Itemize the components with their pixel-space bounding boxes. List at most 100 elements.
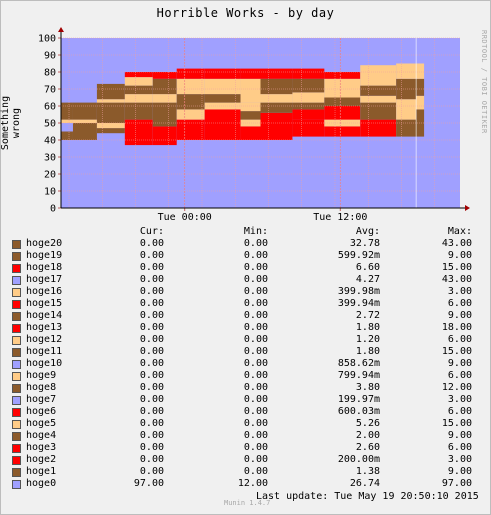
legend-series-name: hoge3 (26, 442, 57, 453)
header-cur: Cur: (139, 226, 164, 237)
legend-max-value: 97.00 (441, 478, 472, 489)
y-tick-label: 100 (38, 34, 56, 45)
legend-series-name: hoge12 (26, 334, 63, 345)
legend-row: hoge15 0.00 0.00 399.94m 6.00 (0, 298, 491, 310)
area-segment (416, 109, 425, 137)
area-segment (204, 102, 241, 110)
legend-swatch (12, 432, 21, 441)
legend-max-value: 6.00 (447, 334, 472, 345)
legend-series-name: hoge14 (26, 310, 63, 321)
area-segment (176, 109, 205, 120)
legend-avg-value: 5.26 (355, 418, 380, 429)
legend-max-value: 3.00 (447, 394, 472, 405)
legend-series-name: hoge19 (26, 250, 63, 261)
legend-max-value: 9.00 (447, 310, 472, 321)
legend-max-value: 12.00 (441, 382, 472, 393)
legend-series-name: hoge2 (26, 454, 57, 465)
area-segment (324, 78, 361, 98)
legend-min-value: 0.00 (243, 370, 268, 381)
area-segment (96, 99, 125, 103)
area-segment (176, 94, 205, 110)
legend-cur-value: 0.00 (139, 334, 164, 345)
x-axis-arrow (465, 205, 470, 211)
legend-avg-value: 200.00m (337, 454, 380, 465)
area-segment (176, 119, 205, 140)
legend-swatch (12, 480, 21, 489)
legend-series-name: hoge1 (26, 466, 57, 477)
area-segment (292, 68, 325, 72)
legend-row: hoge2 0.00 0.00 200.00m 3.00 (0, 454, 491, 466)
legend-min-value: 0.00 (243, 394, 268, 405)
legend-avg-value: 4.27 (355, 274, 380, 285)
legend-avg-value: 799.94m (337, 370, 380, 381)
area-segment (152, 78, 177, 95)
area-segment (396, 78, 417, 100)
legend-avg-value: 32.78 (349, 238, 380, 249)
y-tick-label: 80 (44, 68, 56, 79)
area-segment (396, 119, 417, 137)
legend-min-value: 0.00 (243, 286, 268, 297)
legend-cur-value: 0.00 (139, 250, 164, 261)
legend-cur-value: 0.00 (139, 382, 164, 393)
legend-row: hoge12 0.00 0.00 1.20 6.00 (0, 334, 491, 346)
area-segment (360, 102, 397, 120)
area-segment (61, 123, 73, 132)
area-segment (360, 65, 397, 72)
header-avg: Avg: (355, 226, 380, 237)
legend-min-value: 0.00 (243, 430, 268, 441)
area-segment (61, 119, 73, 123)
legend-max-value: 6.00 (447, 370, 472, 381)
area-segment (292, 92, 325, 103)
y-tick-label: 20 (44, 170, 56, 181)
area-segment (240, 68, 261, 79)
area-segment (360, 85, 397, 96)
area-segment (72, 102, 97, 120)
legend-swatch (12, 468, 21, 477)
legend-max-value: 3.00 (447, 454, 472, 465)
area-segment (124, 72, 153, 78)
area-segment (324, 106, 361, 120)
area-segment (152, 94, 177, 103)
legend-max-value: 15.00 (441, 418, 472, 429)
legend-row: hoge10 0.00 0.00 858.62m 9.00 (0, 358, 491, 370)
legend-row: hoge9 0.00 0.00 799.94m 6.00 (0, 370, 491, 382)
legend-cur-value: 0.00 (139, 298, 164, 309)
legend-swatch (12, 240, 21, 249)
legend-avg-value: 599.92m (337, 250, 380, 261)
area-segment (96, 83, 125, 100)
area-segment (96, 128, 125, 134)
legend-series-name: hoge7 (26, 394, 57, 405)
legend-avg-value: 399.98m (337, 286, 380, 297)
area-segment (124, 77, 153, 86)
legend-cur-value: 0.00 (139, 238, 164, 249)
legend-min-value: 0.00 (243, 358, 268, 369)
x-tick-label: Tue 00:00 (158, 212, 212, 223)
legend-row: hoge1 0.00 0.00 1.38 9.00 (0, 466, 491, 478)
legend-row: hoge16 0.00 0.00 399.98m 3.00 (0, 286, 491, 298)
legend-max-value: 18.00 (441, 322, 472, 333)
legend-swatch (12, 372, 21, 381)
area-segment (240, 78, 261, 103)
area-segment (61, 131, 73, 140)
area-segment (416, 95, 425, 110)
area-segment (124, 102, 153, 120)
legend-max-value: 9.00 (447, 250, 472, 261)
legend-row: hoge3 0.00 0.00 2.60 6.00 (0, 442, 491, 454)
legend-cur-value: 0.00 (139, 370, 164, 381)
area-segment (240, 126, 261, 140)
legend-max-value: 15.00 (441, 262, 472, 273)
area-segment (292, 109, 325, 120)
area-segment (260, 94, 293, 103)
area-segment (324, 119, 361, 127)
legend-series-name: hoge11 (26, 346, 63, 357)
legend-swatch (12, 360, 21, 369)
area-segment (260, 123, 293, 140)
legend-swatch (12, 456, 21, 465)
area-segment (152, 72, 177, 79)
legend-swatch (12, 336, 21, 345)
legend-max-value: 9.00 (447, 466, 472, 477)
legend-row: hoge14 0.00 0.00 2.72 9.00 (0, 310, 491, 322)
legend-min-value: 0.00 (243, 406, 268, 417)
legend-min-value: 0.00 (243, 382, 268, 393)
legend-row: hoge8 0.00 0.00 3.80 12.00 (0, 382, 491, 394)
